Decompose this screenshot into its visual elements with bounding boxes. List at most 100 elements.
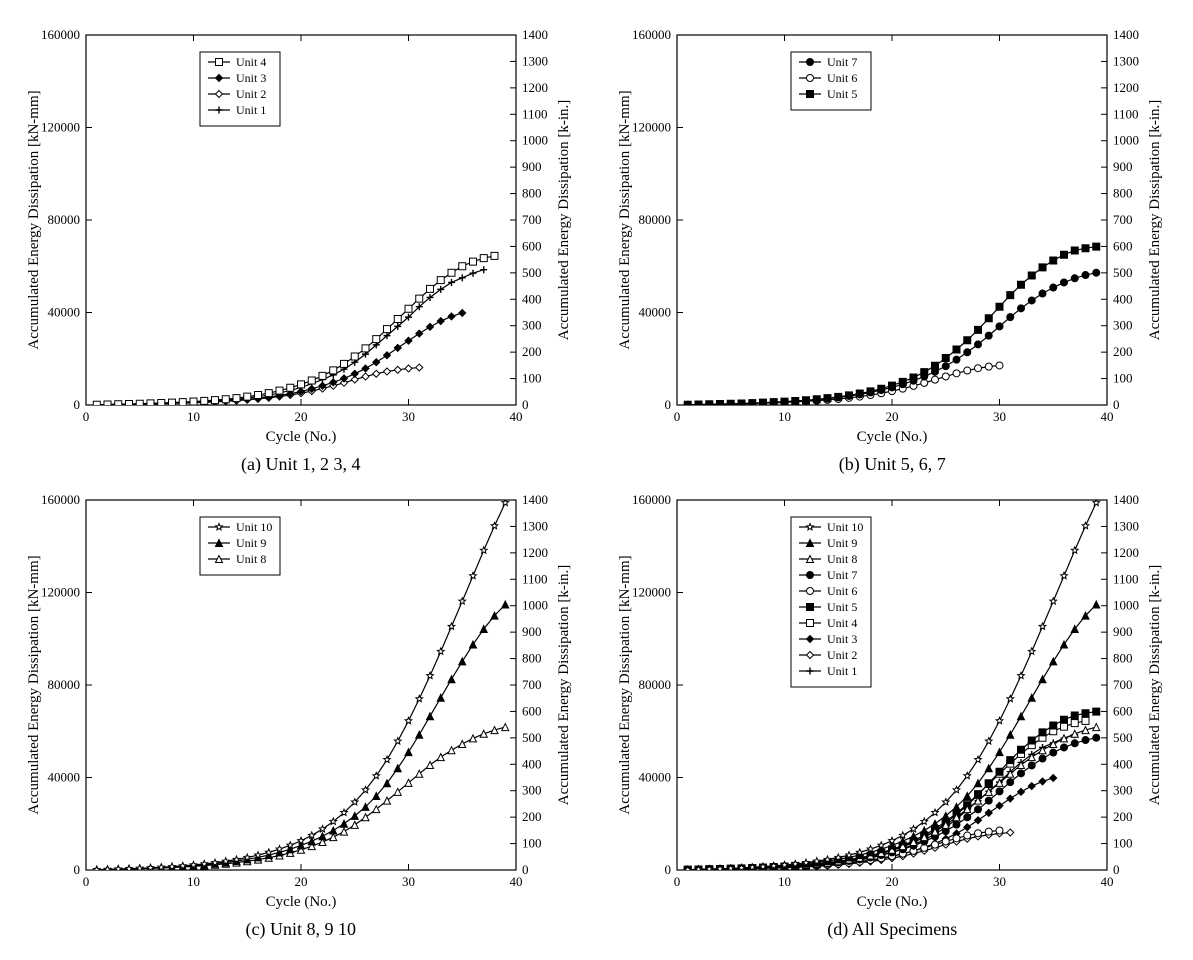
svg-text:20: 20 (886, 874, 899, 889)
svg-text:900: 900 (1113, 624, 1133, 639)
svg-text:600: 600 (522, 238, 542, 253)
svg-text:Accumulated Energy Dissipation: Accumulated Energy Dissipation [k-in.] (556, 565, 572, 806)
svg-text:1400: 1400 (1113, 27, 1139, 42)
svg-text:0: 0 (665, 397, 672, 412)
chart-b: 0102030400400008000012000016000001002003… (612, 20, 1172, 450)
svg-text:100: 100 (1113, 371, 1133, 386)
svg-text:600: 600 (1113, 703, 1133, 718)
svg-text:Accumulated Energy Dissipation: Accumulated Energy Dissipation [kN-mm] (26, 90, 42, 349)
svg-text:800: 800 (1113, 186, 1133, 201)
svg-text:0: 0 (73, 862, 80, 877)
svg-text:1000: 1000 (522, 133, 548, 148)
svg-text:Unit 10: Unit 10 (236, 520, 272, 534)
svg-text:80000: 80000 (47, 212, 80, 227)
svg-text:Accumulated Energy Dissipation: Accumulated Energy Dissipation [kN-mm] (617, 90, 633, 349)
svg-text:Accumulated Energy Dissipation: Accumulated Energy Dissipation [k-in.] (556, 100, 572, 341)
svg-text:Unit 10: Unit 10 (827, 520, 863, 534)
caption-b: (b) Unit 5, 6, 7 (839, 454, 946, 475)
svg-text:160000: 160000 (632, 492, 671, 507)
svg-text:40000: 40000 (639, 305, 672, 320)
svg-text:Accumulated Energy Dissipation: Accumulated Energy Dissipation [k-in.] (1147, 565, 1163, 806)
svg-text:Unit 7: Unit 7 (827, 568, 857, 582)
caption-a: (a) Unit 1, 2 3, 4 (241, 454, 360, 475)
svg-text:40: 40 (509, 409, 522, 424)
svg-text:0: 0 (674, 874, 681, 889)
svg-text:80000: 80000 (639, 677, 672, 692)
svg-text:Unit 2: Unit 2 (236, 87, 266, 101)
svg-text:100: 100 (522, 836, 542, 851)
svg-text:30: 30 (993, 409, 1006, 424)
figure-grid: 0102030400400008000012000016000001002003… (20, 20, 1173, 940)
svg-text:1300: 1300 (1113, 53, 1139, 68)
svg-text:160000: 160000 (41, 492, 80, 507)
svg-text:1000: 1000 (522, 598, 548, 613)
svg-text:Unit 8: Unit 8 (827, 552, 857, 566)
svg-text:30: 30 (402, 409, 415, 424)
svg-text:Unit 9: Unit 9 (827, 536, 857, 550)
svg-text:Accumulated Energy Dissipation: Accumulated Energy Dissipation [kN-mm] (617, 555, 633, 814)
svg-text:Accumulated Energy Dissipation: Accumulated Energy Dissipation [kN-mm] (26, 555, 42, 814)
svg-text:Unit 8: Unit 8 (236, 552, 266, 566)
svg-text:40000: 40000 (47, 770, 80, 785)
panel-c: 0102030400400008000012000016000001002003… (20, 485, 582, 940)
svg-text:Unit 1: Unit 1 (827, 664, 857, 678)
svg-text:10: 10 (778, 409, 791, 424)
svg-text:Unit 6: Unit 6 (827, 584, 857, 598)
svg-text:300: 300 (522, 783, 542, 798)
svg-text:700: 700 (522, 677, 542, 692)
svg-text:Unit 4: Unit 4 (827, 616, 857, 630)
svg-text:400: 400 (1113, 291, 1133, 306)
svg-text:10: 10 (778, 874, 791, 889)
svg-text:400: 400 (522, 756, 542, 771)
svg-text:500: 500 (522, 265, 542, 280)
svg-text:Cycle (No.): Cycle (No.) (857, 894, 928, 910)
svg-text:900: 900 (1113, 159, 1133, 174)
caption-c: (c) Unit 8, 9 10 (246, 919, 356, 940)
svg-text:20: 20 (294, 874, 307, 889)
svg-text:0: 0 (83, 409, 90, 424)
svg-text:Cycle (No.): Cycle (No.) (265, 894, 336, 910)
panel-a: 0102030400400008000012000016000001002003… (20, 20, 582, 475)
svg-text:80000: 80000 (639, 212, 672, 227)
svg-text:300: 300 (1113, 318, 1133, 333)
svg-text:1200: 1200 (1113, 80, 1139, 95)
svg-text:20: 20 (294, 409, 307, 424)
svg-text:40000: 40000 (47, 305, 80, 320)
svg-text:700: 700 (522, 212, 542, 227)
svg-text:10: 10 (187, 409, 200, 424)
svg-text:Unit 5: Unit 5 (827, 600, 857, 614)
svg-text:1200: 1200 (522, 80, 548, 95)
svg-text:800: 800 (522, 186, 542, 201)
svg-text:80000: 80000 (47, 677, 80, 692)
svg-text:500: 500 (1113, 730, 1133, 745)
svg-text:1300: 1300 (522, 53, 548, 68)
svg-text:200: 200 (522, 344, 542, 359)
svg-text:30: 30 (402, 874, 415, 889)
svg-text:200: 200 (1113, 344, 1133, 359)
svg-text:1300: 1300 (522, 518, 548, 533)
svg-text:0: 0 (1113, 862, 1120, 877)
svg-text:40: 40 (1101, 874, 1114, 889)
svg-text:20: 20 (886, 409, 899, 424)
svg-text:1100: 1100 (522, 571, 548, 586)
panel-d: 0102030400400008000012000016000001002003… (612, 485, 1174, 940)
svg-text:400: 400 (522, 291, 542, 306)
svg-text:700: 700 (1113, 677, 1133, 692)
svg-text:Cycle (No.): Cycle (No.) (857, 429, 928, 445)
svg-text:1100: 1100 (1113, 571, 1139, 586)
svg-text:160000: 160000 (632, 27, 671, 42)
svg-text:1000: 1000 (1113, 598, 1139, 613)
svg-text:800: 800 (522, 651, 542, 666)
svg-text:Unit 2: Unit 2 (827, 648, 857, 662)
panel-b: 0102030400400008000012000016000001002003… (612, 20, 1174, 475)
svg-text:0: 0 (522, 397, 529, 412)
svg-text:1100: 1100 (1113, 106, 1139, 121)
svg-text:0: 0 (73, 397, 80, 412)
svg-text:400: 400 (1113, 756, 1133, 771)
svg-text:Unit 6: Unit 6 (827, 71, 857, 85)
svg-text:1200: 1200 (1113, 545, 1139, 560)
svg-text:120000: 120000 (41, 585, 80, 600)
svg-text:Cycle (No.): Cycle (No.) (265, 429, 336, 445)
svg-text:Unit 1: Unit 1 (236, 103, 266, 117)
svg-text:700: 700 (1113, 212, 1133, 227)
